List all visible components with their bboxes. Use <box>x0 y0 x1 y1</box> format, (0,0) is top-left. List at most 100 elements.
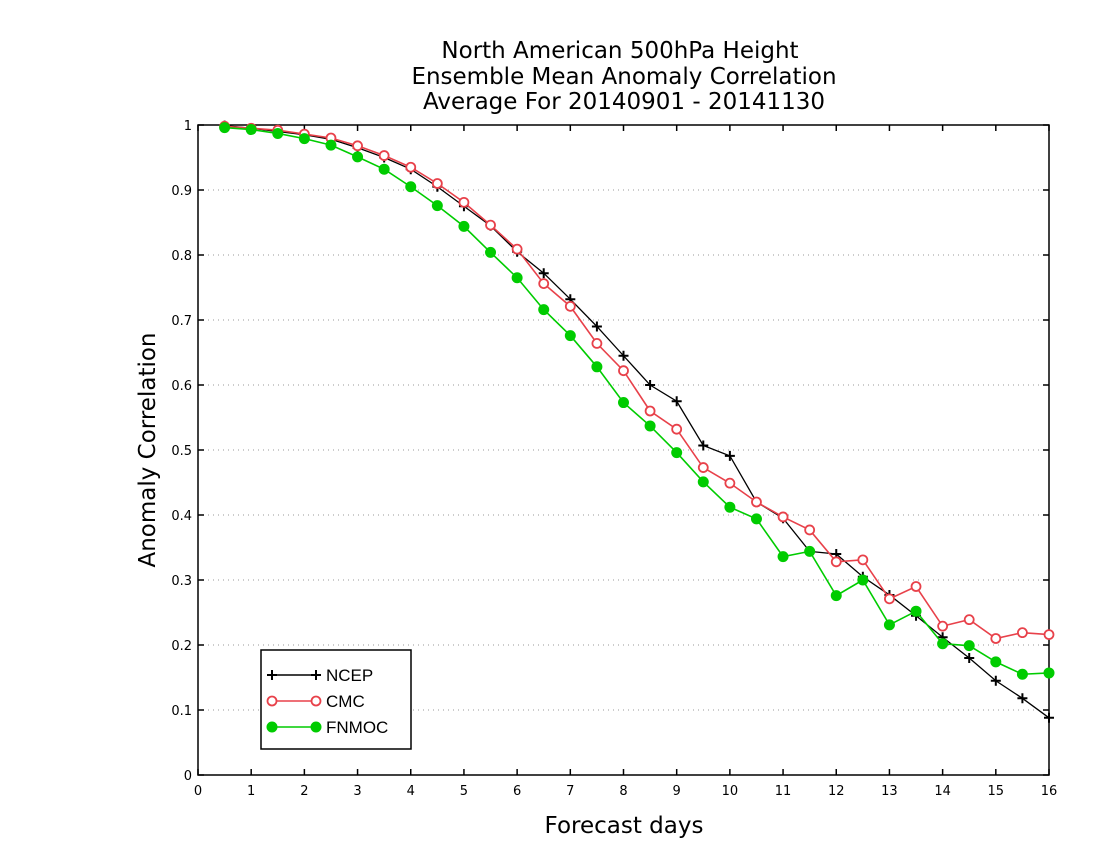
x-tick-label: 3 <box>353 784 361 799</box>
legend: NCEP CMC FNMOC <box>260 649 412 750</box>
point-fnmoc <box>458 220 470 232</box>
point-fnmoc <box>591 361 603 373</box>
point-ncep <box>618 350 629 361</box>
y-tick-label: 0.1 <box>171 704 192 719</box>
point-ncep <box>698 440 709 451</box>
point-fnmoc <box>830 590 842 602</box>
point-cmc <box>751 496 762 508</box>
point-fnmoc <box>644 420 656 432</box>
legend-entry-cmc: CMC <box>266 692 365 711</box>
legend-marker-ncep <box>267 670 277 680</box>
point-ncep <box>591 321 602 332</box>
x-tick-label: 4 <box>407 784 415 799</box>
point-fnmoc <box>219 122 231 134</box>
x-tick-label: 10 <box>722 784 739 799</box>
point-ncep <box>1017 693 1028 704</box>
point-fnmoc <box>378 163 390 175</box>
point-cmc <box>485 219 496 231</box>
x-tick-label: 11 <box>775 784 792 799</box>
y-tick-label: 0.9 <box>171 184 192 199</box>
point-fnmoc <box>857 574 869 586</box>
axes: 00.10.20.30.40.50.60.70.80.910 1 2 3 4 5 6 7 8 9 1… <box>171 119 1057 799</box>
point-cmc <box>963 614 975 626</box>
legend-label-ncep: NCEP <box>326 666 373 685</box>
series-cmc <box>219 120 1055 644</box>
point-cmc <box>671 423 683 435</box>
point-cmc <box>564 300 576 312</box>
point-fnmoc <box>1016 668 1028 680</box>
x-tick-label: 0 <box>194 784 202 799</box>
point-fnmoc <box>910 605 922 617</box>
point-fnmoc <box>724 501 736 513</box>
point-fnmoc <box>777 551 789 563</box>
point-fnmoc <box>325 139 337 151</box>
point-cmc <box>458 196 470 208</box>
point-cmc <box>1043 629 1055 640</box>
legend-marker-fnmoc <box>266 721 278 733</box>
point-cmc <box>697 462 709 473</box>
x-tick-label: 1 <box>247 784 255 799</box>
point-fnmoc <box>697 476 709 488</box>
point-fnmoc <box>990 656 1002 668</box>
point-fnmoc <box>431 200 443 212</box>
y-tick-label: 0.6 <box>171 379 192 394</box>
y-tick-label: 0.5 <box>171 444 192 459</box>
series-fnmoc <box>219 122 1055 680</box>
x-axis-title: Forecast days <box>545 813 704 839</box>
point-ncep <box>964 653 975 663</box>
point-cmc <box>352 140 363 152</box>
point-ncep <box>645 380 656 390</box>
point-cmc <box>431 178 443 189</box>
y-tick-label: 0.8 <box>171 249 192 264</box>
point-fnmoc <box>485 246 497 258</box>
x-tick-label: 2 <box>300 784 308 799</box>
point-fnmoc <box>298 133 310 145</box>
y-tick-label: 0 <box>184 769 192 784</box>
chart-title-line-1: North American 500hPa Height <box>441 38 798 64</box>
point-cmc <box>1017 627 1028 639</box>
point-cmc <box>618 365 629 377</box>
point-cmc <box>405 161 417 173</box>
x-tick-label: 15 <box>988 784 1005 799</box>
point-fnmoc <box>937 638 949 650</box>
point-ncep <box>671 396 682 407</box>
point-fnmoc <box>352 151 364 163</box>
point-fnmoc <box>618 397 629 409</box>
y-tick-label: 0.4 <box>171 509 192 524</box>
x-tick-label: 13 <box>881 784 898 799</box>
point-ncep <box>724 450 735 461</box>
x-tick-label: 7 <box>566 784 574 799</box>
point-fnmoc <box>671 447 683 459</box>
point-cmc <box>777 511 789 523</box>
x-tick-label: 16 <box>1041 784 1058 799</box>
legend-label-cmc: CMC <box>326 692 365 711</box>
point-cmc <box>910 581 922 592</box>
point-fnmoc <box>963 640 975 652</box>
legend-marker-ncep <box>311 670 321 680</box>
point-cmc <box>990 633 1002 644</box>
y-tick-label: 0.3 <box>171 574 192 589</box>
point-fnmoc <box>1043 667 1055 679</box>
point-fnmoc <box>511 272 523 284</box>
legend-entry-ncep: NCEP <box>267 666 373 685</box>
legend-entry-fnmoc: FNMOC <box>266 718 388 737</box>
legend-label-fnmoc: FNMOC <box>326 718 388 737</box>
point-fnmoc <box>405 181 417 193</box>
point-fnmoc <box>750 513 762 525</box>
point-cmc <box>644 405 656 417</box>
point-fnmoc <box>538 304 550 316</box>
chart-title-line-2: Ensemble Mean Anomaly Correlation <box>411 64 836 90</box>
y-tick-label: 0.2 <box>171 639 192 654</box>
point-cmc <box>884 593 895 605</box>
data-series <box>219 120 1055 723</box>
point-cmc <box>937 620 949 632</box>
x-tick-label: 6 <box>513 784 521 799</box>
point-ncep <box>1044 712 1054 723</box>
point-fnmoc <box>564 330 576 342</box>
chart-title-line-3: Average For 20140901 - 20141130 <box>423 89 825 115</box>
y-axis-title: Anomaly Correlation <box>135 332 161 567</box>
legend-marker-fnmoc <box>310 721 322 733</box>
point-fnmoc <box>245 124 257 136</box>
point-fnmoc <box>272 127 284 139</box>
